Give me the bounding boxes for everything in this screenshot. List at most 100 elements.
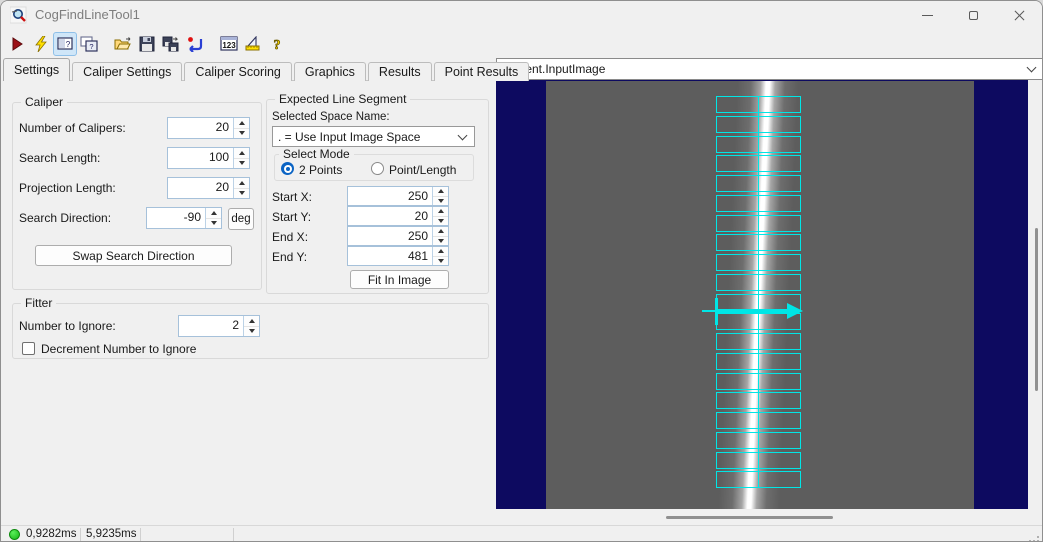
caliper-region-box[interactable] [716,392,801,410]
swap-search-direction-button[interactable]: Swap Search Direction [35,245,232,266]
radio-2-points-label[interactable]: 2 Points [299,163,343,177]
start-y-spinner[interactable] [432,207,448,225]
tab-caliper-scoring[interactable]: Caliper Scoring [184,62,292,81]
open-file-button[interactable] [111,32,135,56]
caliper-region-box[interactable] [716,352,801,370]
end-x-spinner[interactable] [432,227,448,245]
maximize-button[interactable] [950,1,996,29]
caliper-region-box[interactable] [716,115,801,133]
close-button[interactable] [996,1,1042,29]
number-of-calipers-field[interactable]: 20 [167,117,250,139]
projection-length-field[interactable]: 20 [167,177,250,199]
number-to-ignore-field[interactable]: 2 [178,315,260,337]
help-button[interactable]: ? [265,32,289,56]
search-length-field[interactable]: 100 [167,147,250,169]
run-electric-button[interactable] [29,32,53,56]
start-x-field[interactable]: 250 [347,186,449,206]
horizontal-scrollbar[interactable] [496,509,1028,525]
search-direction-field[interactable]: -90 [146,207,222,229]
radio-point-length-label[interactable]: Point/Length [389,163,457,177]
float-tool-window-button[interactable]: ? [77,32,101,56]
search-direction-spinner[interactable] [205,208,221,228]
caliper-region-box[interactable] [716,431,801,449]
tab-point-results[interactable]: Point Results [433,62,530,81]
number-to-ignore-value: 2 [179,316,243,336]
tab-caliper-settings[interactable]: Caliper Settings [72,62,183,81]
start-x-label: Start X: [272,190,313,204]
end-y-spinner[interactable] [432,247,448,265]
end-y-field[interactable]: 481 [347,246,449,266]
caliper-region-box[interactable] [716,254,801,271]
decrement-number-checkbox-label[interactable]: Decrement Number to Ignore [41,342,197,356]
expected-line-graphic[interactable] [758,96,759,488]
degrees-unit-label: deg [228,208,254,230]
start-y-value: 20 [348,207,432,225]
minimize-button[interactable] [904,1,950,29]
search-length-label: Search Length: [19,151,101,165]
caliper-region-box[interactable] [716,412,801,429]
caliper-region-box[interactable] [716,155,801,173]
save-file-button[interactable] [135,32,159,56]
electrode-icon [245,35,260,50]
selected-space-name-value: . = Use Input Image Space [278,129,421,144]
show-records-button[interactable]: 123 [217,32,241,56]
chevron-down-icon [457,130,468,140]
close-icon [1014,10,1025,21]
show-tool-window-toggle[interactable]: ? [53,31,77,56]
resize-grip[interactable] [1029,532,1039,541]
start-x-value: 250 [348,187,432,205]
search-direction-arrow[interactable] [717,309,788,314]
run-icon [12,36,23,51]
radio-point-length[interactable] [371,162,384,175]
fit-in-image-button[interactable]: Fit In Image [350,270,449,289]
end-x-field[interactable]: 250 [347,226,449,246]
image-source-value: Current.InputImage [502,62,606,76]
run-button[interactable] [5,32,29,56]
image-source-combo[interactable]: Current.InputImage [496,58,1042,80]
start-x-spinner[interactable] [432,187,448,205]
image-display[interactable] [496,80,1028,509]
caliper-region-box[interactable] [716,214,801,232]
title-bar[interactable]: CogFindLineTool1 [1,1,1042,29]
help-icon: ? [273,37,281,51]
tab-settings[interactable]: Settings [3,58,71,81]
decrement-number-checkbox[interactable] [22,342,35,355]
caliper-region-box[interactable] [716,372,801,390]
caliper-region-box[interactable] [716,175,801,192]
caliper-region-box[interactable] [716,234,801,252]
radio-2-points[interactable] [281,162,294,175]
search-direction-label: Search Direction: [19,211,112,225]
number-to-ignore-label: Number to Ignore: [19,319,116,333]
number-of-calipers-spinner[interactable] [233,118,249,138]
tab-strip: Settings Caliper Settings Caliper Scorin… [3,58,531,81]
selected-space-name-combo[interactable]: . = Use Input Image Space [272,126,475,147]
vertical-scrollbar[interactable] [1028,80,1042,525]
start-y-field[interactable]: 20 [347,206,449,226]
caliper-region-box[interactable] [716,273,801,291]
expected-line-segment-title: Expected Line Segment [275,92,411,106]
caliper-region-box[interactable] [716,135,801,153]
number-to-ignore-spinner[interactable] [243,316,259,336]
projection-length-spinner[interactable] [233,178,249,198]
reset-icon [188,36,203,52]
float-window-icon: ? [80,35,98,52]
caliper-region-box[interactable] [716,451,801,469]
caliper-region-box[interactable] [716,96,801,113]
window-title: CogFindLineTool1 [35,7,140,22]
projection-length-value: 20 [168,178,233,198]
electrode-button[interactable] [241,32,265,56]
vertical-scrollbar-thumb[interactable] [1035,228,1038,391]
tab-graphics[interactable]: Graphics [293,62,366,81]
caliper-group: Caliper Number of Calipers: 20 Search Le… [12,95,262,290]
search-length-spinner[interactable] [233,148,249,168]
magnifier-tool-icon [10,6,28,24]
caliper-overlay [496,80,1028,509]
tab-results[interactable]: Results [367,62,432,81]
caliper-region-box[interactable] [716,194,801,212]
caliper-region-box[interactable] [716,471,801,489]
reset-tool-button[interactable] [183,32,207,56]
caliper-region-box[interactable] [716,333,801,350]
save-as-button[interactable] [159,32,183,56]
horizontal-scrollbar-thumb[interactable] [666,516,833,519]
